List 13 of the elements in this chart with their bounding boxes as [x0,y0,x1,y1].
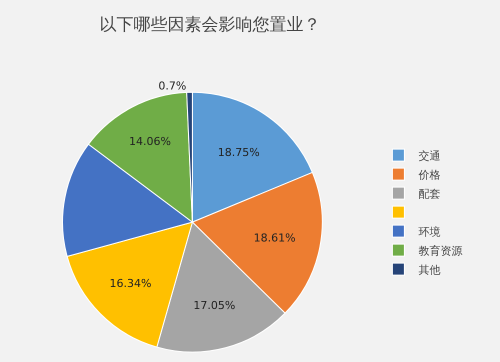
data-label: 0.7% [158,79,186,92]
data-label: 16.34% [110,276,152,290]
data-label: 17.05% [193,298,236,312]
legend-label: 环境 [418,225,440,238]
legend-label: 其他 [418,263,440,276]
data-label: 18.61% [254,232,296,245]
legend-label: 配套 [418,187,440,200]
legend-label: 价格 [417,168,440,182]
chart-title: 以下哪些因素会影响您置业？ [100,15,320,35]
legend-label: 教育资源 [418,244,462,258]
legend-label: 交通 [418,149,440,162]
data-label: 14.06% [128,135,171,148]
data-label: 18.75% [218,146,260,160]
